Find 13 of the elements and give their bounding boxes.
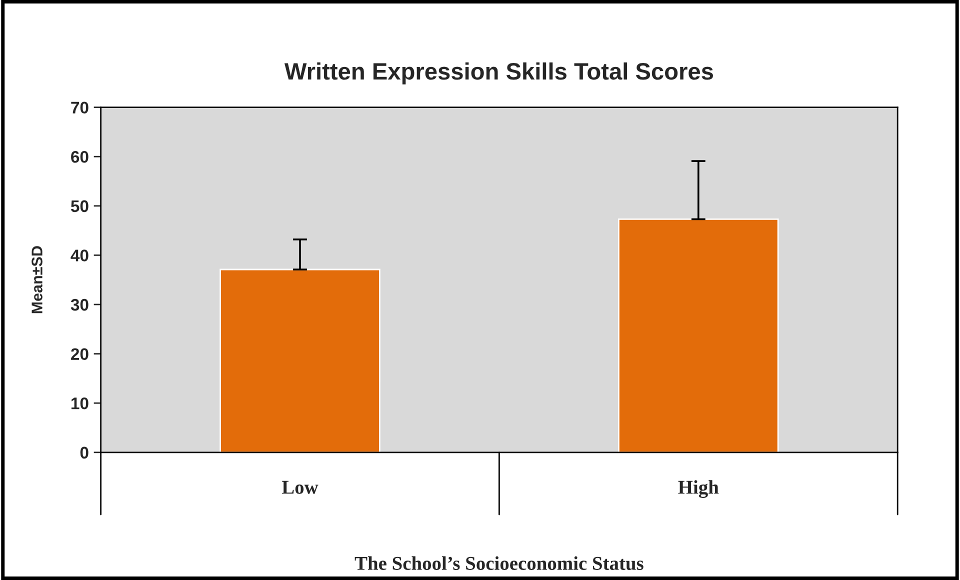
y-axis-title: Mean±SD	[32, 246, 42, 314]
y-tick-label: 60	[71, 151, 88, 163]
y-tick-label: 70	[71, 102, 88, 114]
x-tick-label: High	[678, 480, 719, 498]
y-tick-label: 10	[72, 398, 88, 410]
chart-title: Written Expression Skills Total Scores	[284, 62, 714, 84]
x-tick-label: Low	[282, 480, 318, 494]
y-tick-label: 30	[70, 298, 88, 311]
y-tick-label: 20	[71, 348, 88, 360]
y-tick-label: 50	[70, 200, 88, 212]
x-axis-title: The School’s Socioeconomic Status	[354, 556, 644, 570]
y-tick-label: 0	[80, 446, 88, 459]
y-tick-label: 40	[70, 250, 88, 262]
